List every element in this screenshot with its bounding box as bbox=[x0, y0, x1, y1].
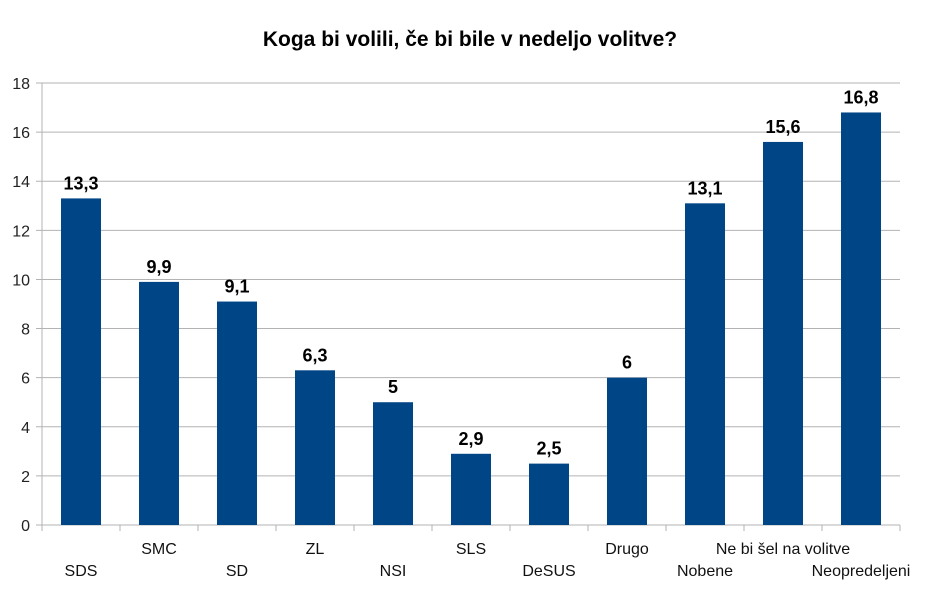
y-tick-label: 8 bbox=[21, 322, 30, 339]
bar bbox=[295, 370, 335, 525]
x-category-label: SD bbox=[226, 563, 248, 580]
data-label: 16,8 bbox=[843, 87, 878, 107]
x-category-label: Neopredeljeni bbox=[812, 563, 911, 580]
data-label: 13,3 bbox=[63, 173, 98, 193]
bar bbox=[451, 453, 491, 525]
x-category-label: Drugo bbox=[605, 541, 649, 558]
y-tick-label: 2 bbox=[21, 469, 30, 486]
bar bbox=[139, 281, 179, 525]
y-tick-label: 14 bbox=[12, 174, 30, 191]
bar bbox=[685, 203, 725, 526]
x-category-label: DeSUS bbox=[522, 563, 575, 580]
y-tick-label: 6 bbox=[21, 371, 30, 388]
data-label: 6,3 bbox=[302, 345, 327, 365]
x-category-label: SMC bbox=[141, 541, 177, 558]
data-label: 2,9 bbox=[458, 429, 483, 449]
data-label: 9,9 bbox=[146, 257, 171, 277]
bar bbox=[217, 301, 257, 525]
y-tick-label: 0 bbox=[21, 518, 30, 535]
data-label: 5 bbox=[388, 377, 398, 397]
y-tick-label: 18 bbox=[12, 76, 30, 93]
y-tick-label: 16 bbox=[12, 125, 30, 142]
x-category-label: NSI bbox=[380, 563, 407, 580]
bar bbox=[373, 402, 413, 525]
bar bbox=[607, 377, 647, 525]
data-label: 6 bbox=[622, 353, 632, 373]
data-label: 15,6 bbox=[765, 117, 800, 137]
bar bbox=[61, 198, 101, 525]
x-category-label: SLS bbox=[456, 541, 486, 558]
bar bbox=[841, 112, 881, 525]
x-category-label: Nobene bbox=[677, 563, 733, 580]
data-label: 13,1 bbox=[687, 178, 722, 198]
y-tick-label: 12 bbox=[12, 223, 30, 240]
y-tick-label: 10 bbox=[12, 272, 30, 289]
y-tick-label: 4 bbox=[21, 420, 30, 437]
bar bbox=[763, 141, 803, 525]
x-category-label: SDS bbox=[65, 563, 98, 580]
bar bbox=[529, 463, 569, 525]
x-category-label: ZL bbox=[306, 541, 325, 558]
data-label: 2,5 bbox=[536, 439, 561, 459]
data-label: 9,1 bbox=[224, 277, 249, 297]
x-category-label: Ne bi šel na volitve bbox=[716, 541, 850, 558]
chart-title: Koga bi volili, če bi bile v nedeljo vol… bbox=[262, 28, 678, 51]
